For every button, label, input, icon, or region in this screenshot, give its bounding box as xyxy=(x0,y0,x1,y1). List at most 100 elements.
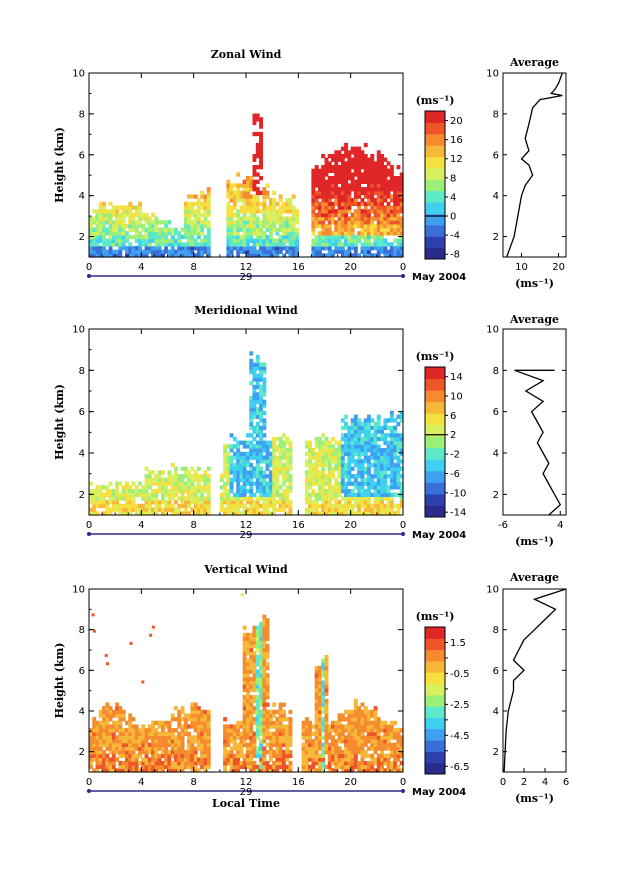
x-tick-label: 16 xyxy=(292,262,305,273)
colorbar-segment xyxy=(425,413,445,426)
colorbar-segment xyxy=(425,401,445,414)
average-y-tick-label: 4 xyxy=(493,191,499,202)
colorbar-segment xyxy=(425,627,445,639)
y-axis-label: Height (km) xyxy=(53,127,66,203)
colorbar-segment xyxy=(425,649,445,662)
isolated-point xyxy=(106,662,110,666)
isolated-point xyxy=(240,593,244,597)
colorbar-segment xyxy=(425,202,445,214)
colorbar-segment xyxy=(425,672,445,685)
average-y-tick-label: 2 xyxy=(493,747,499,758)
colorbar-segment xyxy=(425,156,445,169)
day-label: 29 xyxy=(240,530,253,541)
average-y-tick-label: 10 xyxy=(486,69,499,80)
average-y-tick-label: 6 xyxy=(493,407,499,418)
x-tick-label: 0 xyxy=(400,262,406,273)
average-y-tick-label: 8 xyxy=(493,109,499,120)
colorbar-segment xyxy=(425,762,445,775)
colorbar-tick-label: 8 xyxy=(450,173,456,184)
colorbar-segment xyxy=(425,751,445,764)
x-tick-label: 8 xyxy=(190,262,196,273)
average-frame xyxy=(502,72,567,258)
y-tick-label: 10 xyxy=(72,585,85,596)
average-y-tick-label: 10 xyxy=(486,325,499,336)
colorbar-unit: (ms⁻¹) xyxy=(416,94,455,107)
average-x-tick-label: 4 xyxy=(542,777,548,788)
heatmap-cells xyxy=(89,351,404,516)
y-tick-label: 4 xyxy=(79,449,85,460)
average-panel: Average 2 4 6 8 10 10 20 (ms⁻¹) xyxy=(486,56,567,290)
date-label: May 2004 xyxy=(412,787,466,798)
day-label: 29 xyxy=(240,272,253,283)
x-tick-label: 20 xyxy=(344,262,357,273)
colorbar-segment xyxy=(425,740,445,752)
colorbar-tick-label: 1.5 xyxy=(450,638,466,649)
x-tick-label: 0 xyxy=(400,520,406,531)
x-tick-label: 8 xyxy=(190,777,196,788)
isolated-point xyxy=(129,641,133,645)
colorbar-segment xyxy=(425,459,445,472)
y-tick-label: 2 xyxy=(79,490,85,501)
colorbar-tick-label: 12 xyxy=(450,154,463,165)
average-x-tick-label: 20 xyxy=(552,262,565,273)
y-tick-label: 2 xyxy=(79,232,85,243)
colorbar-frame xyxy=(424,110,446,260)
average-x-tick-label: 6 xyxy=(563,777,569,788)
day-label: 29 xyxy=(240,787,253,798)
colorbar-frame xyxy=(424,366,446,518)
colorbar-segment xyxy=(425,122,445,135)
panel-title: Vertical Wind xyxy=(203,563,288,576)
x-axis-label: Local Time xyxy=(212,797,280,810)
colorbar-tick-label: 20 xyxy=(450,116,463,127)
average-x-tick-label: -6 xyxy=(498,520,508,531)
x-tick-label: 12 xyxy=(240,262,253,273)
heatmap-cells xyxy=(89,593,404,773)
y-tick-label: 10 xyxy=(72,325,85,336)
heatmap-cells xyxy=(89,113,404,258)
average-y-tick-label: 2 xyxy=(493,490,499,501)
average-x-tick-label: 0 xyxy=(500,777,506,788)
colorbar-segment xyxy=(425,145,445,158)
colorbar-tick-label: -4.5 xyxy=(450,731,470,742)
average-profile-line xyxy=(503,588,567,773)
y-tick-label: 6 xyxy=(79,407,85,418)
isolated-point xyxy=(149,633,153,637)
colorbar-segment xyxy=(425,694,445,707)
colorbar-segment xyxy=(425,728,445,741)
colorbar-segment xyxy=(425,111,445,123)
average-title: Average xyxy=(509,313,559,326)
average-title: Average xyxy=(509,56,559,69)
colorbar-segment xyxy=(425,390,445,403)
colorbar-tick-label: -10 xyxy=(450,488,466,499)
day-bar-end xyxy=(401,532,405,536)
colorbar-tick-label: 16 xyxy=(450,135,463,146)
average-unit: (ms⁻¹) xyxy=(515,535,554,548)
x-tick-label: 20 xyxy=(344,777,357,788)
average-x-tick-label: 10 xyxy=(515,262,528,273)
colorbar-tick-label: 10 xyxy=(450,392,463,403)
colorbar-segment xyxy=(425,213,445,226)
x-tick-label: 16 xyxy=(292,520,305,531)
colorbar-segment xyxy=(425,505,445,518)
y-tick-label: 10 xyxy=(72,69,85,80)
isolated-point xyxy=(92,629,96,633)
average-panel: Average 2 4 6 8 10 0 2 4 6 (ms⁻¹) xyxy=(486,571,569,805)
average-y-tick-label: 6 xyxy=(493,666,499,677)
day-bar-end xyxy=(87,789,91,793)
panel-title: Zonal Wind xyxy=(211,48,282,61)
colorbar-tick-label: 14 xyxy=(450,372,463,383)
average-y-tick-label: 4 xyxy=(493,707,499,718)
average-x-tick-label: 4 xyxy=(557,520,563,531)
colorbar-tick-label: 2 xyxy=(450,430,456,441)
average-y-tick-label: 2 xyxy=(493,232,499,243)
colorbar-segment xyxy=(425,706,445,718)
average-y-tick-label: 8 xyxy=(493,625,499,636)
colorbar-tick-label: -14 xyxy=(450,508,466,519)
date-label: May 2004 xyxy=(412,272,466,283)
colorbar-segment xyxy=(425,190,445,203)
colorbar-segment xyxy=(425,436,445,449)
colorbar-segment xyxy=(425,717,445,730)
